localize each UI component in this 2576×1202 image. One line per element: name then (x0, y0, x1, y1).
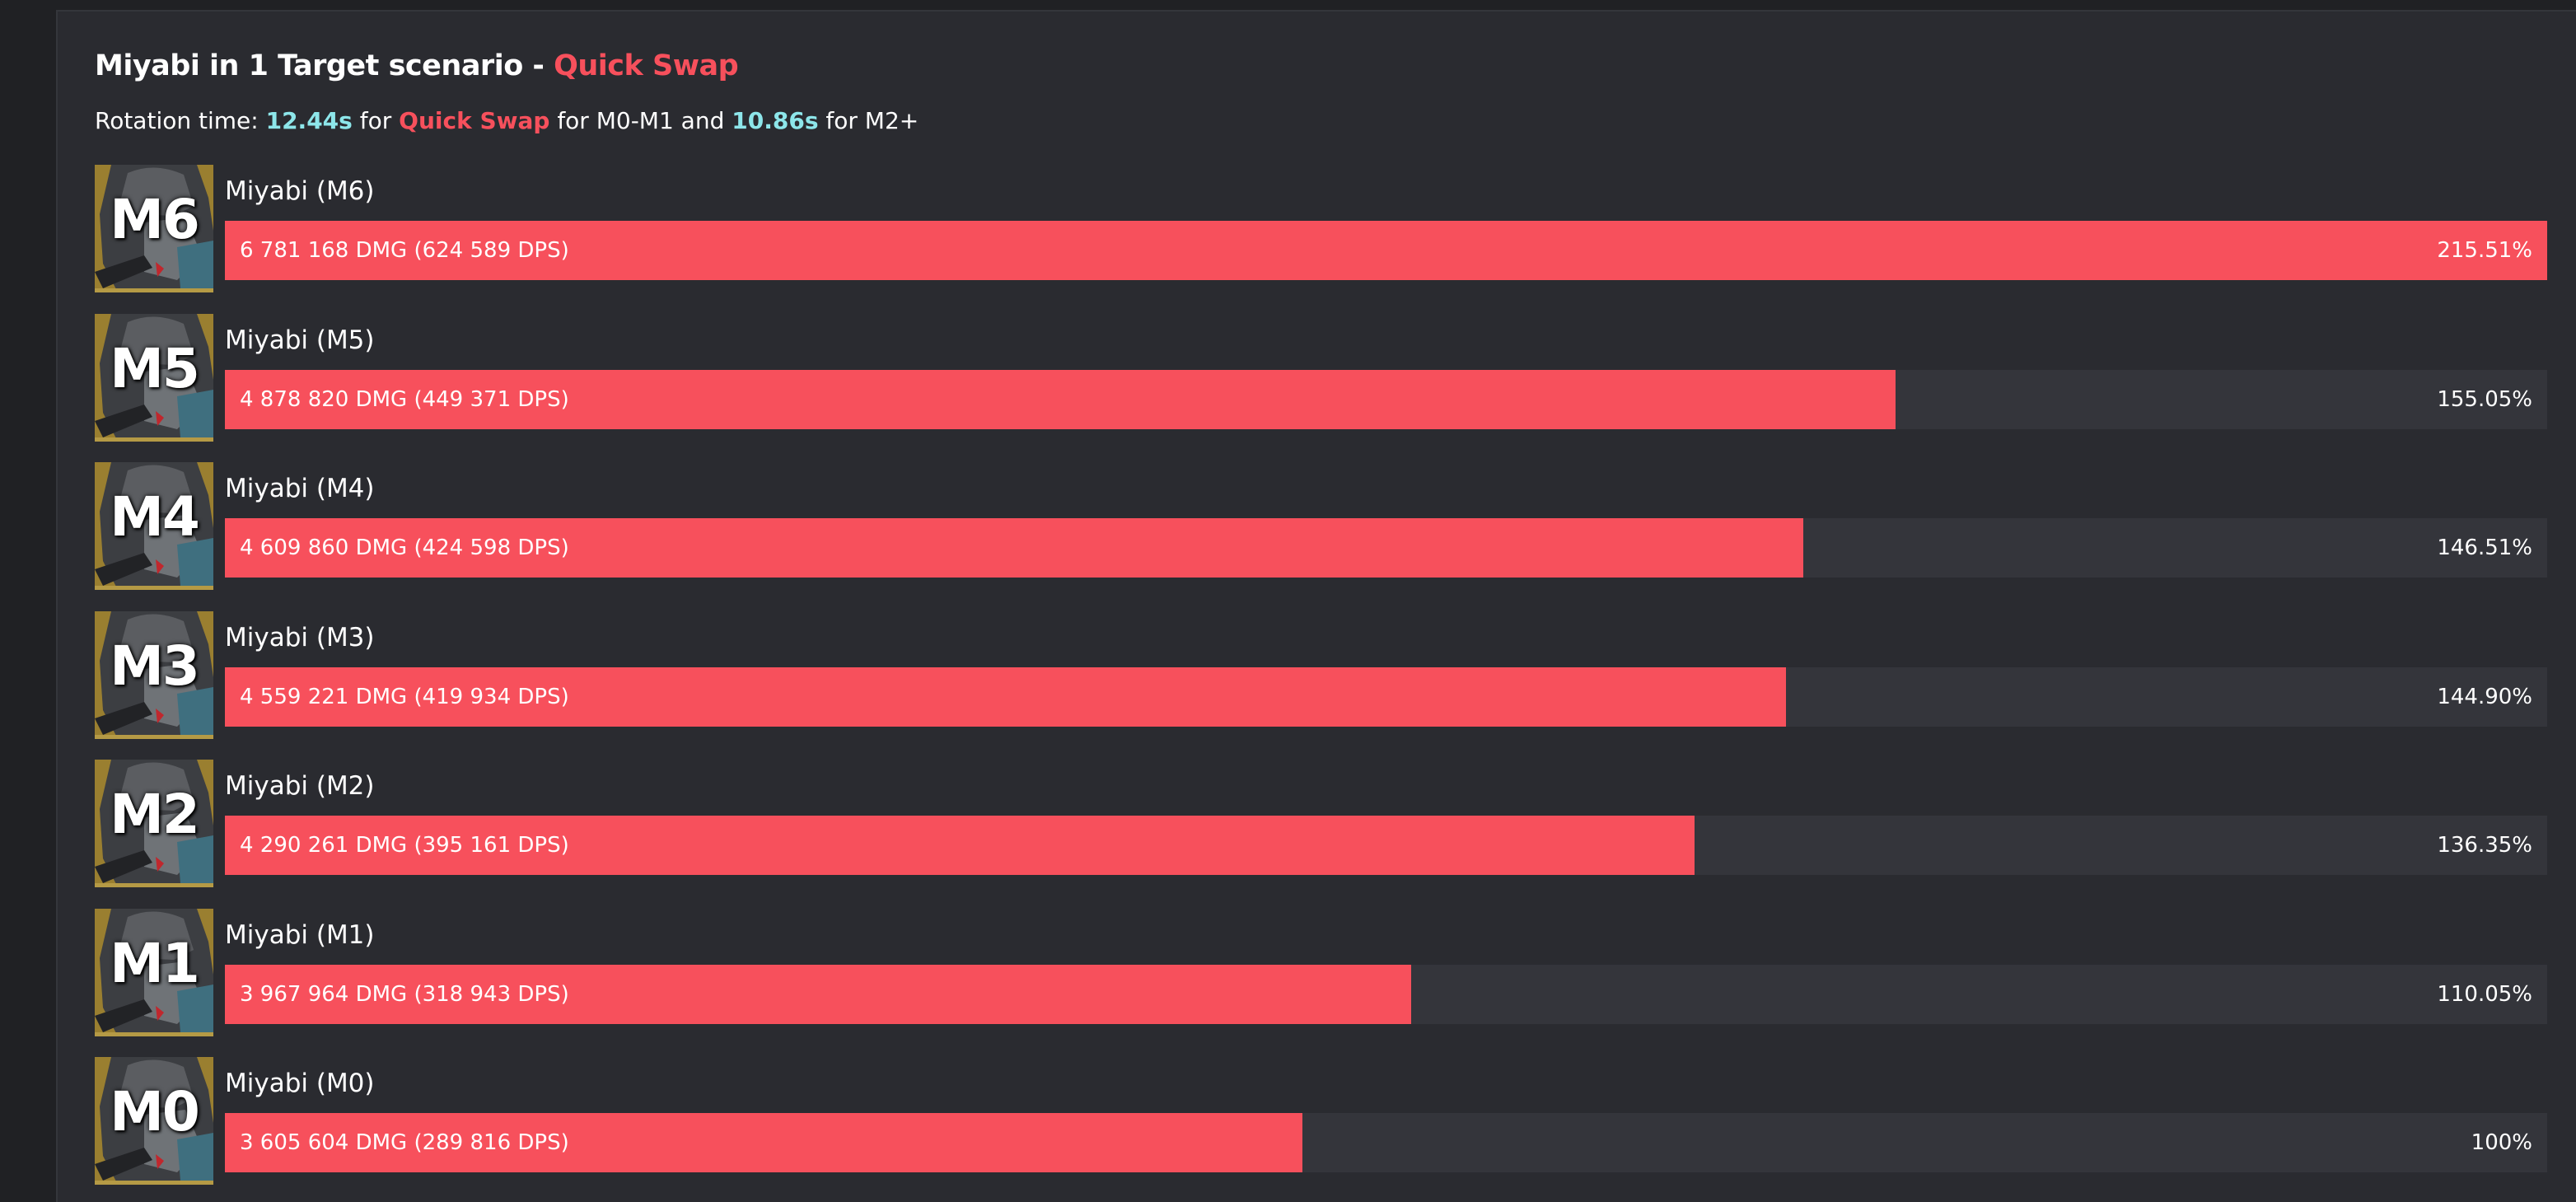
row-label: Miyabi (M1) (225, 919, 375, 950)
chart-row: M4 Miyabi (M4) 4 609 860 DMG (424 598 DPS)… (95, 462, 2547, 590)
percent-label: 215.51% (2437, 238, 2532, 263)
chart-row: M2 Miyabi (M2) 4 290 261 DMG (395 161 DPS)… (95, 760, 2547, 887)
constellation-label: M3 (110, 634, 200, 698)
damage-label: 4 559 221 DMG (419 934 DPS) (240, 684, 569, 709)
percent-label: 100% (2471, 1130, 2532, 1155)
constellation-label: M5 (110, 336, 200, 400)
character-avatar: M5 (95, 313, 213, 442)
bar (225, 666, 1786, 727)
bar-track: 3 967 964 DMG (318 943 DPS) 110.05% (225, 964, 2547, 1024)
constellation-label: M0 (110, 1080, 200, 1144)
constellation-label: M4 (110, 485, 200, 549)
rotation-time-2: 10.86s (732, 107, 819, 134)
chart-row: M3 Miyabi (M3) 4 559 221 DMG (419 934 DPS)… (95, 610, 2547, 739)
row-label: Miyabi (M3) (225, 622, 375, 652)
percent-label: 110.05% (2437, 981, 2532, 1007)
damage-label: 3 967 964 DMG (318 943 DPS) (240, 981, 569, 1007)
percent-label: 144.90% (2437, 684, 2532, 709)
damage-label: 3 605 604 DMG (289 816 DPS) (240, 1130, 569, 1155)
damage-label: 6 781 168 DMG (624 589 DPS) (240, 238, 569, 263)
subtitle-text-4: for M2+ (818, 107, 919, 134)
chart-title: Miyabi in 1 Target scenario - Quick Swap (95, 49, 739, 82)
character-avatar: M4 (95, 462, 213, 590)
character-avatar: M6 (95, 165, 213, 292)
bar-track: 3 605 604 DMG (289 816 DPS) 100% (225, 1113, 2547, 1172)
character-avatar: M3 (95, 610, 213, 739)
rotation-time-note: Rotation time: 12.44s for Quick Swap for… (95, 107, 919, 134)
subtitle-text-2: for (352, 107, 400, 134)
bar (225, 369, 1896, 429)
bar-track: 4 609 860 DMG (424 598 DPS) 146.51% (225, 518, 2547, 578)
title-highlight: Quick Swap (554, 49, 739, 82)
damage-label: 4 290 261 DMG (395 161 DPS) (240, 833, 569, 858)
bar (225, 816, 1695, 875)
damage-label: 4 878 820 DMG (449 371 DPS) (240, 386, 569, 412)
chart-row: M6 Miyabi (M6) 6 781 168 DMG (624 589 DPS)… (95, 165, 2547, 292)
row-label: Miyabi (M5) (225, 325, 375, 355)
rotation-time-1: 12.44s (265, 107, 353, 134)
character-avatar: M0 (95, 1057, 213, 1185)
character-avatar: M1 (95, 908, 213, 1036)
bar (225, 964, 1411, 1024)
percent-label: 146.51% (2437, 536, 2532, 560)
row-label: Miyabi (M4) (225, 474, 375, 503)
constellation-label: M1 (110, 931, 200, 995)
row-label: Miyabi (M0) (225, 1069, 375, 1098)
percent-label: 155.05% (2437, 386, 2532, 412)
chart-row: M5 Miyabi (M5) 4 878 820 DMG (449 371 DPS)… (95, 313, 2547, 442)
bar (225, 221, 2547, 280)
character-avatar: M2 (95, 760, 213, 887)
bar-track: 4 559 221 DMG (419 934 DPS) 144.90% (225, 666, 2547, 727)
bar (225, 1113, 1302, 1172)
percent-label: 136.35% (2437, 833, 2532, 858)
row-label: Miyabi (M6) (225, 176, 375, 206)
bar (225, 518, 1803, 578)
bar-track: 4 290 261 DMG (395 161 DPS) 136.35% (225, 816, 2547, 875)
chart-row: M1 Miyabi (M1) 3 967 964 DMG (318 943 DPS)… (95, 908, 2547, 1036)
bar-track: 4 878 820 DMG (449 371 DPS) 155.05% (225, 369, 2547, 429)
bar-track: 6 781 168 DMG (624 589 DPS) 215.51% (225, 221, 2547, 280)
row-label: Miyabi (M2) (225, 771, 375, 801)
subtitle-mode: Quick Swap (399, 107, 550, 134)
constellation-label: M2 (110, 783, 200, 846)
constellation-label: M6 (110, 188, 200, 251)
chart-row: M0 Miyabi (M0) 3 605 604 DMG (289 816 DPS)… (95, 1057, 2547, 1185)
damage-label: 4 609 860 DMG (424 598 DPS) (240, 536, 569, 560)
subtitle-text-1: Rotation time: (95, 107, 266, 134)
title-prefix: Miyabi in 1 Target scenario - (95, 49, 554, 82)
subtitle-text-3: for M0-M1 and (549, 107, 732, 134)
